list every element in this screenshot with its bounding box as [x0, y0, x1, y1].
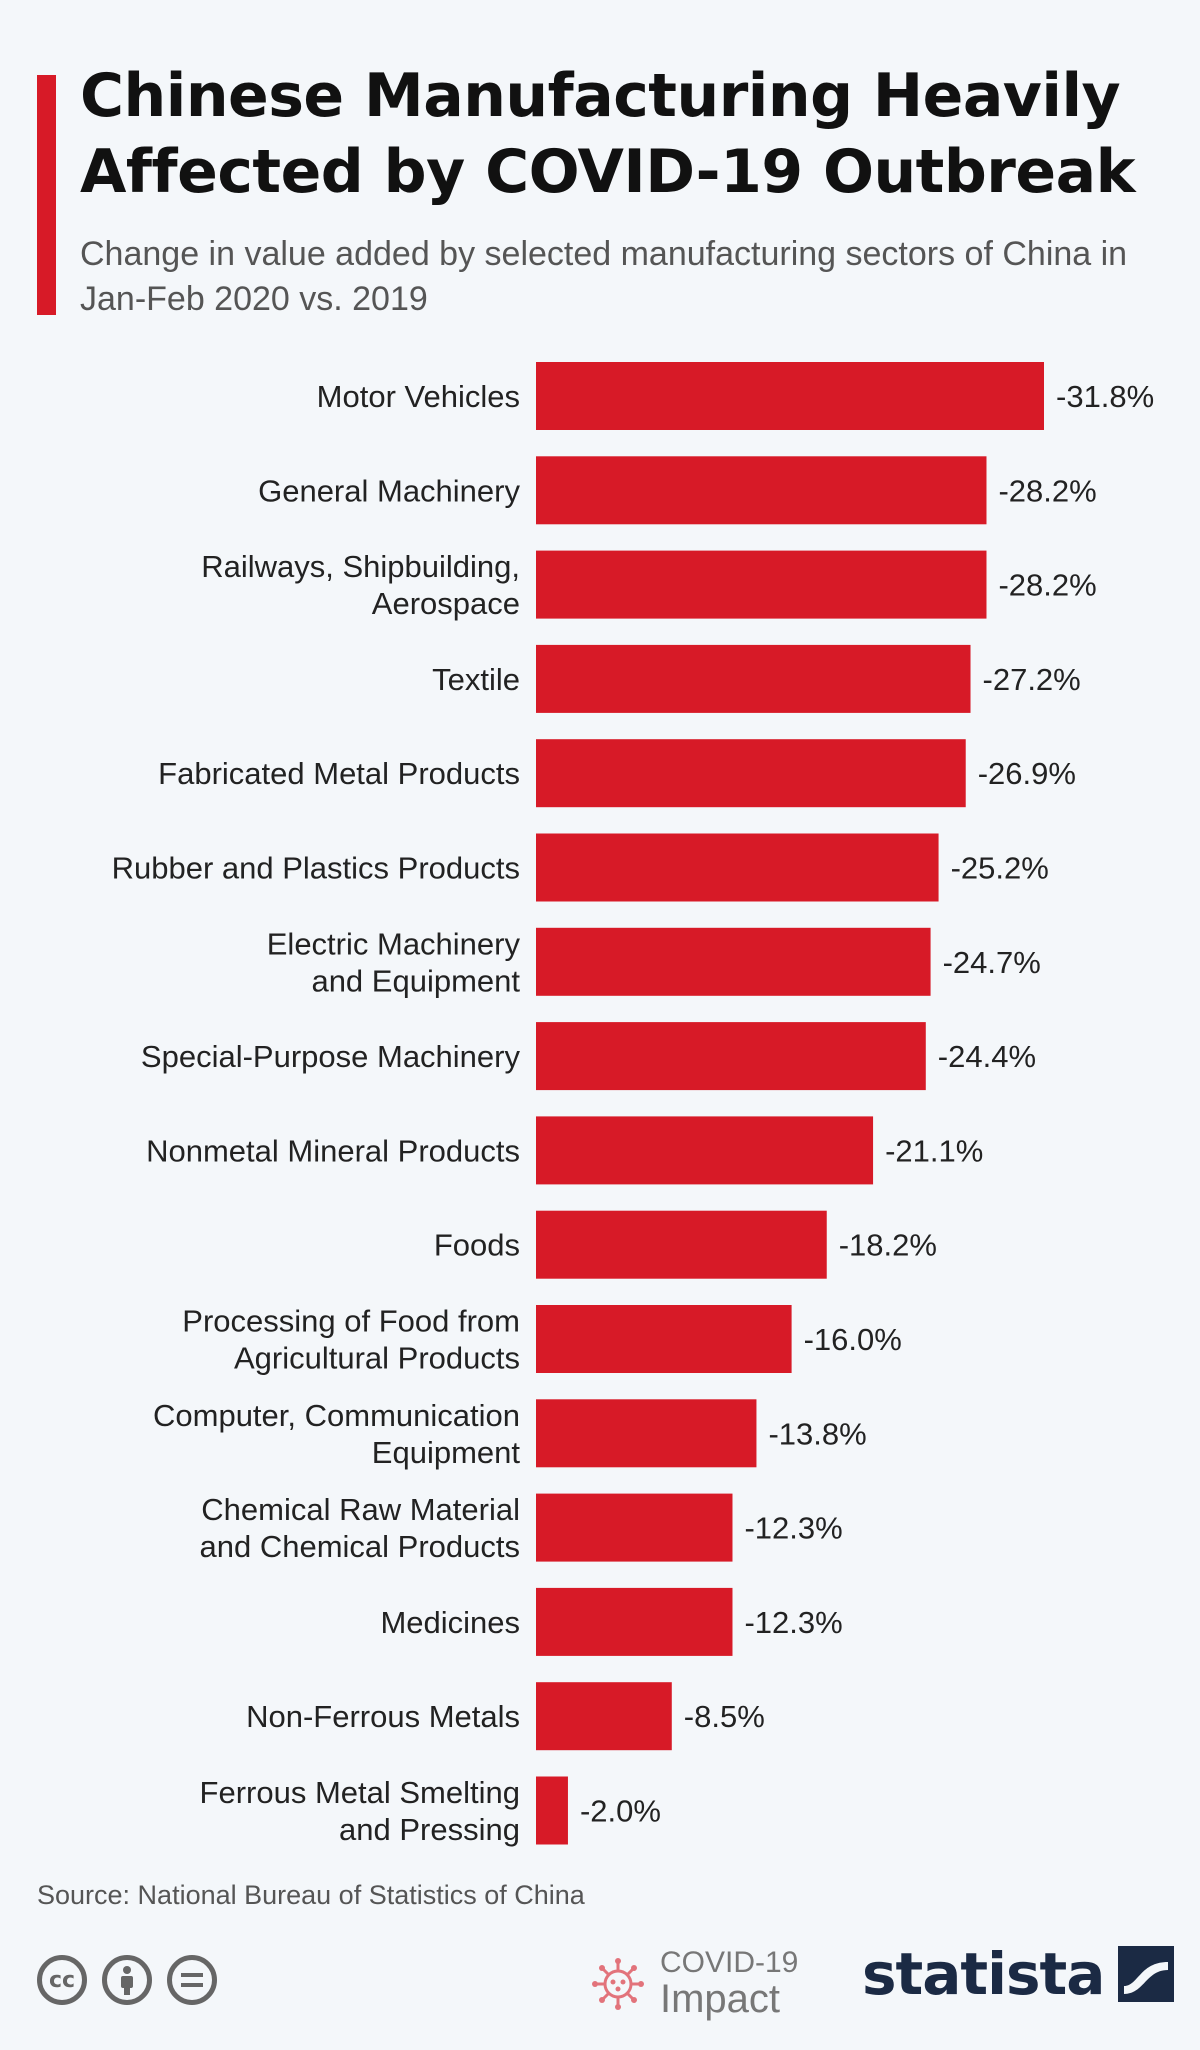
bar-9: [536, 1210, 827, 1279]
bar-1: [536, 456, 987, 525]
badge-line-1: COVID-19: [660, 1946, 799, 1979]
category-label-12: Chemical Raw Material and Chemical Produc…: [200, 1492, 521, 1564]
category-label-0: Motor Vehicles: [317, 379, 520, 414]
bar-5: [536, 833, 939, 902]
bar-10: [536, 1305, 792, 1373]
value-label-2: -28.2%: [998, 568, 1096, 603]
value-label-7: -24.4%: [938, 1039, 1036, 1074]
bar-3: [536, 644, 971, 713]
bar-15: [536, 1776, 568, 1845]
bar-0: [536, 362, 1044, 430]
bar-7: [536, 1022, 926, 1091]
bar-14: [536, 1682, 672, 1751]
category-label-5: Rubber and Plastics Products: [112, 851, 520, 886]
value-label-1: -28.2%: [998, 473, 1096, 508]
statista-logo: statista: [862, 1940, 1175, 2008]
category-label-15: Ferrous Metal Smelting and Pressing: [200, 1775, 520, 1847]
chart-subtitle: Change in value added by selected manufa…: [80, 235, 1128, 318]
statista-mark-icon: [1118, 1946, 1175, 2002]
covid-impact-badge: COVID-19 Impact: [590, 1948, 798, 2020]
value-label-6: -24.7%: [943, 945, 1041, 980]
bar-chart: -31.8% Motor Vehicles -28.2% General Machin…: [112, 362, 1154, 1847]
value-label-11: -13.8%: [768, 1416, 866, 1451]
category-label-10: Processing of Food from Agricultural Prod…: [182, 1304, 520, 1376]
category-label-6: Electric Machinery and Equipment: [267, 926, 521, 998]
category-label-7: Special-Purpose Machinery: [141, 1039, 521, 1074]
bar-11: [536, 1399, 757, 1468]
category-label-8: Nonmetal Mineral Products: [146, 1133, 520, 1168]
value-label-12: -12.3%: [744, 1511, 842, 1546]
bar-2: [536, 550, 987, 619]
category-label-11: Computer, Communication Equipment: [153, 1398, 520, 1470]
bar-13: [536, 1587, 733, 1656]
category-label-9: Foods: [434, 1228, 520, 1263]
value-label-10: -16.0%: [804, 1322, 902, 1357]
value-label-3: -27.2%: [983, 662, 1081, 697]
category-label-13: Medicines: [380, 1605, 520, 1640]
value-label-14: -8.5%: [684, 1699, 765, 1734]
no-derivatives-icon: [167, 1955, 217, 2005]
cc-icon: cc: [37, 1955, 87, 2005]
bar-8: [536, 1116, 874, 1185]
bar-12: [536, 1493, 733, 1562]
source-note: Source: National Bureau of Statistics of…: [37, 1880, 585, 1910]
badge-line-2: Impact: [660, 1977, 781, 2021]
value-label-9: -18.2%: [839, 1228, 937, 1263]
value-label-8: -21.1%: [885, 1133, 983, 1168]
category-label-2: Railways, Shipbuilding, Aerospace: [201, 549, 520, 621]
attribution-icon: [102, 1955, 152, 2005]
title-accent-bar: [37, 75, 56, 315]
virus-icon: [592, 1958, 644, 2010]
brand-wordmark: statista: [862, 1940, 1105, 2008]
license-icons: cc: [37, 1955, 217, 2005]
bar-4: [536, 739, 966, 808]
category-label-4: Fabricated Metal Products: [158, 756, 520, 791]
bar-6: [536, 927, 931, 996]
value-label-5: -25.2%: [951, 851, 1049, 886]
value-label-4: -26.9%: [978, 756, 1076, 791]
chart-title: Chinese Manufacturing Heavily Affected b…: [80, 61, 1135, 207]
value-label-13: -12.3%: [744, 1605, 842, 1640]
category-label-3: Textile: [432, 662, 520, 697]
value-label-0: -31.8%: [1056, 379, 1154, 414]
value-label-15: -2.0%: [580, 1794, 661, 1829]
category-label-1: General Machinery: [258, 473, 520, 508]
category-label-14: Non-Ferrous Metals: [246, 1699, 520, 1734]
